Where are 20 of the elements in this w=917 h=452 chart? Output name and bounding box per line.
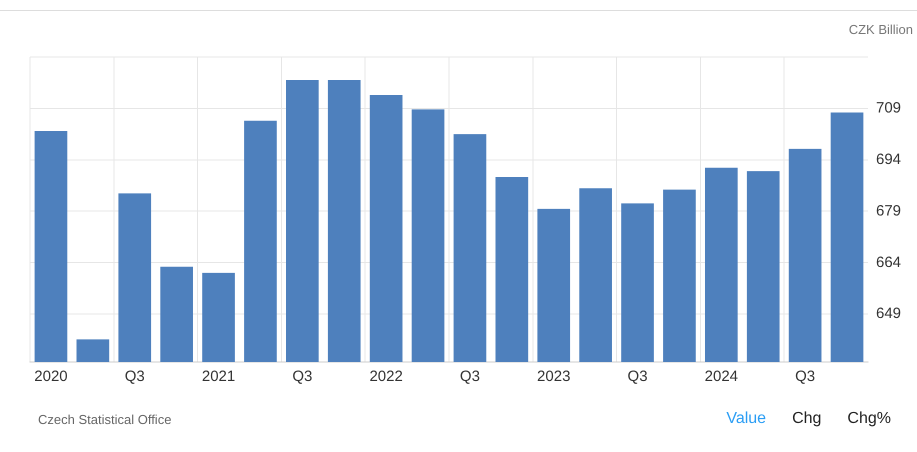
x-tick-label: 2021 — [202, 368, 236, 386]
text: Chg% — [847, 410, 891, 427]
x-tick-label: 2023 — [537, 368, 570, 386]
y-tick-label: 679 — [876, 202, 902, 220]
text: Value — [726, 410, 766, 427]
y-axis-title: CZK Billion — [848, 22, 913, 37]
x-tick-label: Q3 — [795, 368, 816, 386]
y-tick-label: 709 — [876, 100, 902, 117]
x-tick-label: 2024 — [704, 368, 738, 386]
y-tick-label: 694 — [876, 150, 902, 168]
x-tick-label: 2020 — [34, 368, 68, 386]
x-tick-label: Q3 — [628, 368, 648, 386]
text: Chg — [792, 410, 822, 427]
text: Czech Statistical Office — [38, 412, 172, 427]
y-tick-label: 664 — [876, 254, 902, 271]
x-tick-label: Q3 — [292, 368, 312, 386]
x-tick-label: Q3 — [460, 368, 480, 386]
x-tick-label: 2022 — [369, 368, 403, 386]
x-tick-label: Q3 — [124, 368, 145, 386]
y-tick-label: 649 — [876, 305, 902, 322]
